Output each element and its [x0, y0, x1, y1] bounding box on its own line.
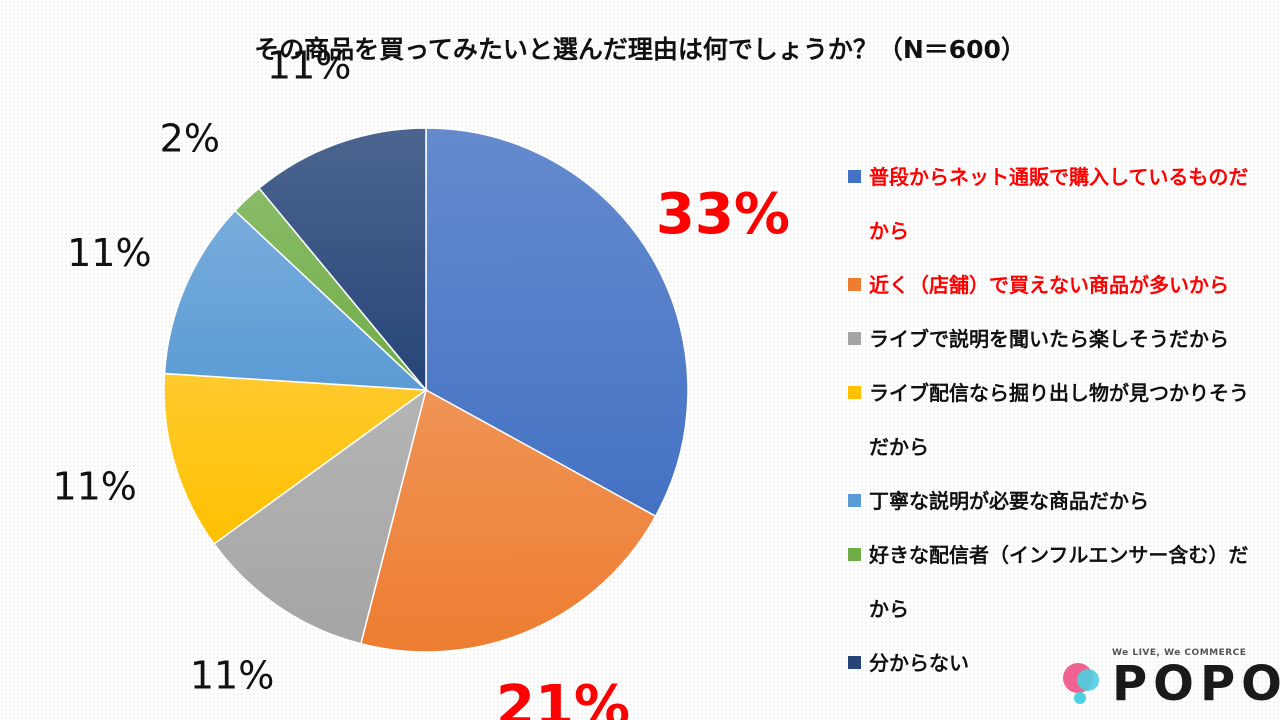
pie-slice [425, 127, 689, 518]
chart-title: その商品を買ってみたいと選んだ理由は何でしょうか？（N＝600） [254, 35, 1026, 64]
data-label: 11% [52, 464, 136, 508]
popo-logo-icon [1063, 663, 1099, 704]
data-label: 2% [160, 117, 220, 161]
legend-item: 近く（店舗）で買えない商品が多いから [848, 258, 1268, 312]
data-label: 33% [656, 182, 790, 247]
legend-swatch [848, 548, 861, 561]
pie-slice [163, 372, 429, 546]
legend-swatch [848, 170, 861, 183]
data-label: 11% [67, 231, 151, 275]
pie-slice [359, 388, 657, 653]
legend-item: ライブ配信なら掘り出し物が見つかりそうだから [848, 366, 1268, 474]
legend-label: 普段からネット通販で購入しているものだから [869, 165, 1249, 243]
pie-slice [257, 127, 427, 393]
logo-tagline: We LIVE, We COMMERCE [1112, 648, 1247, 658]
legend-label: 好きな配信者（インフルエンサー含む）だから [869, 543, 1249, 621]
legend-item: ライブで説明を聞いたら楽しそうだから [848, 312, 1268, 366]
legend-item: 丁寧な説明が必要な商品だから [848, 474, 1268, 528]
legend-item: 好きな配信者（インフルエンサー含む）だから [848, 528, 1268, 636]
legend-swatch [848, 494, 861, 507]
legend-label: 分からない [869, 651, 969, 675]
popo-logo: We LIVE, We COMMERCE POPO [1056, 648, 1280, 712]
legend-label: ライブ配信なら掘り出し物が見つかりそうだから [869, 381, 1249, 459]
chart-legend: 普段からネット通販で購入しているものだから 近く（店舗）で買えない商品が多いからラ… [848, 150, 1268, 690]
legend-swatch [848, 386, 861, 399]
legend-label: 丁寧な説明が必要な商品だから [869, 489, 1149, 513]
legend-label: 近く（店舗）で買えない商品が多いから [869, 273, 1229, 297]
legend-swatch [848, 278, 861, 291]
legend-swatch [848, 656, 861, 669]
legend-swatch [848, 332, 861, 345]
pie-chart: 33% 21% 11% 11% 11% 2% 11% [52, 43, 790, 720]
pie-slice [163, 209, 429, 391]
data-label: 21% [496, 674, 630, 720]
legend-item: 分からない [848, 636, 1268, 690]
data-label: 11% [190, 653, 274, 697]
data-label: 11% [267, 43, 351, 87]
pie-slice [212, 388, 428, 645]
legend-item: 普段からネット通販で購入しているものだから [848, 150, 1268, 258]
legend-label: ライブで説明を聞いたら楽しそうだから [869, 327, 1229, 351]
logo-brand: POPO [1112, 656, 1280, 712]
